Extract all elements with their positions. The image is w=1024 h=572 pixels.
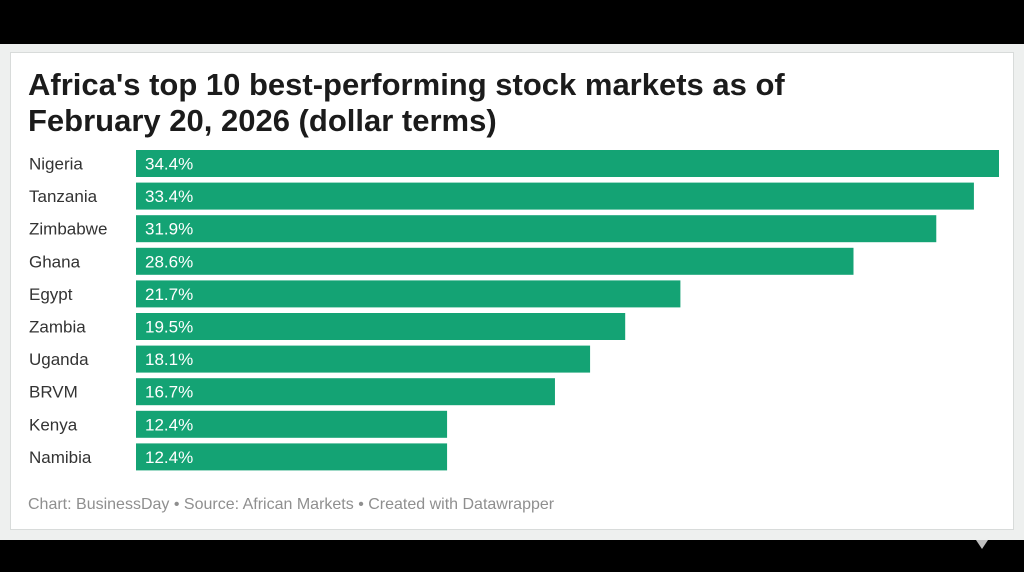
bar-value-label: 21.7%: [145, 285, 193, 304]
bar-value-label: 16.7%: [145, 383, 193, 402]
bar: [136, 182, 974, 210]
bar-value-label: 12.4%: [145, 415, 193, 434]
category-label: BRVM: [29, 383, 78, 402]
bar: [136, 215, 937, 243]
category-label: Namibia: [29, 448, 92, 467]
bar: [136, 443, 448, 471]
bar-value-label: 31.9%: [145, 220, 193, 239]
bar: [136, 247, 854, 275]
category-label: Nigeria: [29, 155, 83, 174]
chart-title-line-2: February 20, 2026 (dollar terms): [28, 103, 497, 138]
bar-value-label: 34.4%: [145, 155, 193, 174]
chart-title-line-1: Africa's top 10 best-performing stock ma…: [28, 67, 785, 102]
category-label: Kenya: [29, 415, 78, 434]
category-label: Zimbabwe: [29, 220, 107, 239]
bar-value-label: 12.4%: [145, 448, 193, 467]
bar-value-label: 28.6%: [145, 252, 193, 271]
footer-chart-credit: Chart: BusinessDay: [28, 496, 170, 513]
category-label: Uganda: [29, 350, 89, 369]
bar-chart: Nigeria 34.4% Tanzania 33.4% Zimbabwe 31.9% Gh…: [29, 150, 999, 471]
bar-value-label: 19.5%: [145, 318, 193, 337]
footer-source: • Source: African Markets: [173, 496, 354, 513]
bar: [136, 280, 681, 308]
category-label: Tanzania: [29, 187, 98, 206]
scroll-down-icon: [976, 540, 988, 549]
top-status-strip: [0, 0, 1024, 44]
category-label: Zambia: [29, 318, 86, 337]
bar: [136, 150, 999, 177]
bar: [136, 410, 448, 438]
category-label: Egypt: [29, 285, 73, 304]
chart-title: Africa's top 10 best-performing stock ma…: [28, 67, 988, 139]
bar-value-label: 18.1%: [145, 350, 193, 369]
bar-value-label: 33.4%: [145, 187, 193, 206]
category-label: Ghana: [29, 252, 81, 271]
bar: [136, 378, 555, 406]
bar: [136, 345, 591, 373]
chart-card: Africa's top 10 best-performing stock ma…: [10, 52, 1014, 530]
bar: [136, 313, 626, 340]
footer-created-with: • Created with Datawrapper: [358, 496, 555, 513]
chart-footer: Chart: BusinessDay • Source: African Mar…: [28, 496, 554, 514]
